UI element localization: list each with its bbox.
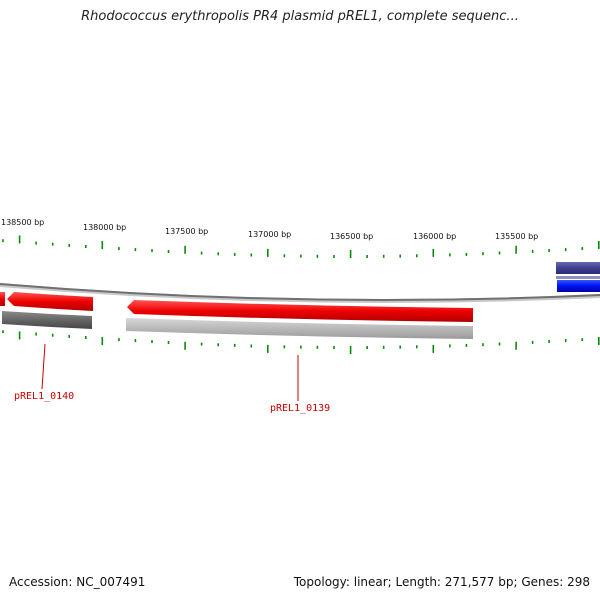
gene-shadow-bar-left [2, 311, 92, 329]
ruler-label: 137000 bp [248, 230, 291, 239]
map-title: Rhodococcus erythropolis PR4 plasmid pRE… [81, 9, 519, 24]
gene-label-prel1-0140[interactable]: pREL1_0140 [14, 391, 74, 402]
gene-label-prel1-0139[interactable]: pREL1_0139 [270, 403, 330, 414]
gene-arrow-prel1-0139[interactable] [127, 300, 473, 322]
ruler-label: 136000 bp [413, 232, 456, 241]
topology-summary: Topology: linear; Length: 271,577 bp; Ge… [293, 575, 590, 589]
gene-fragment-left[interactable] [0, 292, 5, 306]
gene-arrow-prel1-0140[interactable] [7, 292, 93, 311]
ruler-label: 138500 bp [1, 218, 44, 227]
accession-text: Accession: NC_007491 [9, 575, 146, 589]
ruler-label: 138000 bp [83, 223, 126, 232]
ruler-label: 135500 bp [495, 232, 538, 241]
feature-navy-shadow [556, 276, 600, 279]
ruler-label: 136500 bp [330, 232, 373, 241]
feature-navy-right[interactable] [556, 262, 600, 274]
inner-ruler-ticks [2, 330, 600, 354]
gene-shadow-bar-middle [126, 318, 473, 339]
outer-ruler-ticks [2, 235, 600, 258]
label-leader-prel1-0140 [41, 343, 46, 390]
backbone-line [0, 283, 600, 302]
ruler-label: 137500 bp [165, 227, 208, 236]
feature-blue-right[interactable] [557, 280, 600, 292]
